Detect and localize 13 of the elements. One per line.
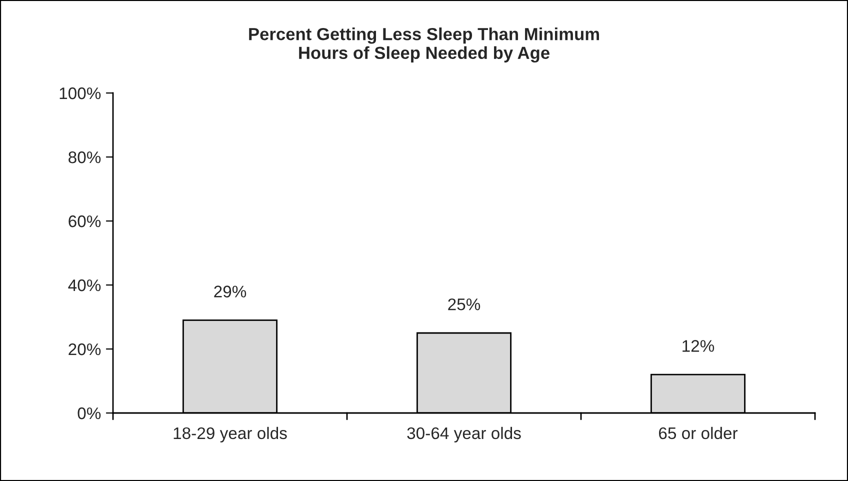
y-tick-label: 0% (78, 407, 101, 420)
x-tick-label: 65 or older (659, 426, 738, 440)
chart-title: Percent Getting Less Sleep Than Minimum Hours of Sleep Needed by Age (249, 27, 599, 63)
y-tick-label: 100% (60, 87, 101, 100)
x-tick-label: 18-29 year olds (174, 426, 287, 442)
y-tick-label: 20% (68, 343, 101, 356)
data-label: 25% (448, 298, 480, 310)
data-label: 29% (214, 286, 246, 298)
x-tick-label: 30-64 year olds (407, 426, 521, 442)
y-tick-label: 40% (68, 279, 101, 292)
data-label: 12% (682, 340, 714, 352)
y-tick-label: 80% (68, 151, 101, 164)
y-tick-label: 60% (68, 215, 101, 228)
